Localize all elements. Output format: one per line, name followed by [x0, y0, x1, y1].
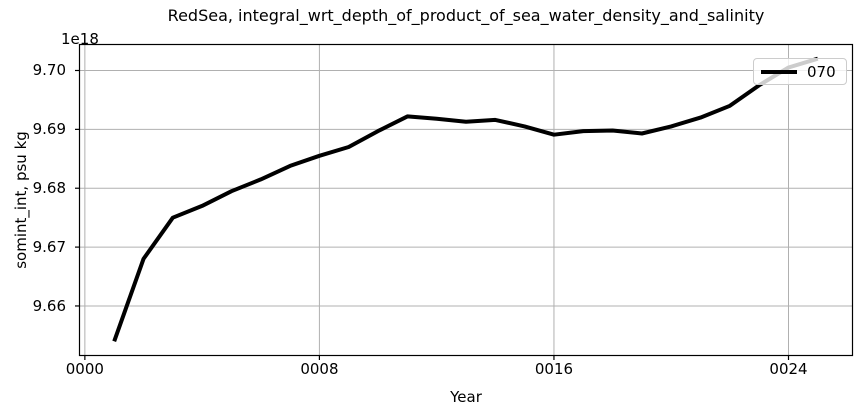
- legend: 070: [753, 58, 847, 85]
- y-axis-offset-text: 1e18: [61, 30, 99, 48]
- x-axis-label: Year: [450, 388, 482, 406]
- legend-label: 070: [807, 62, 836, 81]
- chart-title: RedSea, integral_wrt_depth_of_product_of…: [167, 6, 765, 25]
- axes-spines: [78, 43, 854, 357]
- x-tick-label: 0024: [769, 360, 808, 378]
- y-tick-label: 9.69: [32, 120, 66, 139]
- y-tick-label: 9.66: [32, 296, 66, 315]
- y-axis-label: somint_int, psu kg: [12, 131, 30, 269]
- legend-line-sample-icon: [761, 69, 797, 74]
- data-line-070: [112, 56, 819, 342]
- y-tick-label: 9.68: [32, 179, 66, 198]
- y-tick-label: 9.67: [32, 238, 66, 257]
- y-tick-label: 9.70: [32, 61, 66, 80]
- x-tick-label: 0000: [65, 360, 104, 378]
- plot-area: [75, 43, 854, 360]
- x-tick-label: 0008: [300, 360, 339, 378]
- x-tick-label: 0016: [534, 360, 574, 378]
